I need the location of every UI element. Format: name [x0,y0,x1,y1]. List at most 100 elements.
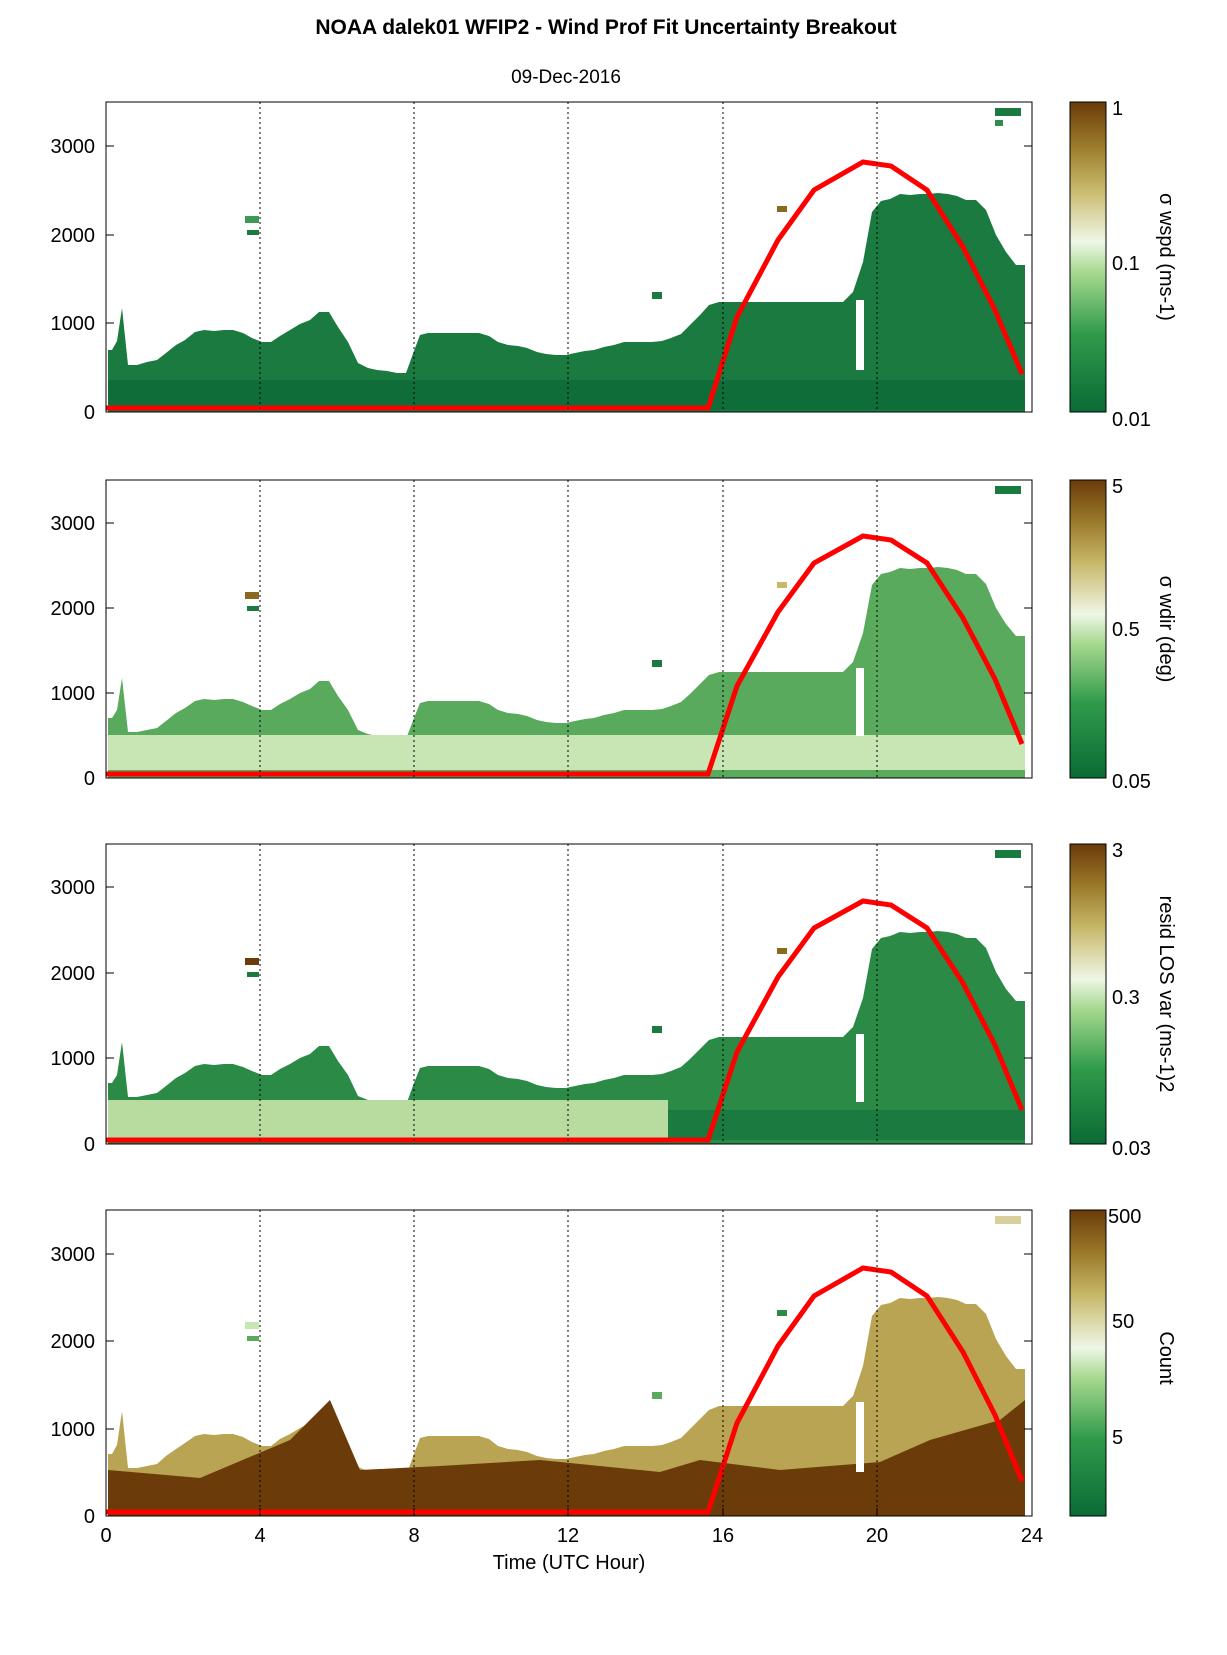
colorbar-tick: 0.1 [1112,253,1140,275]
axes-frame [105,479,1033,779]
speck [777,206,787,212]
speck [652,660,662,667]
x-tick-label: 20 [866,1525,888,1547]
axes-frame [105,1209,1033,1517]
y-tick-label: 3000 [51,513,96,535]
colorbar [1069,843,1107,1145]
gap [856,300,864,370]
chart-title: NOAA dalek01 WFIP2 - Wind Prof Fit Uncer… [315,16,896,39]
chart-subtitle: 09-Dec-2016 [511,67,621,88]
colorbar-label: resid LOS var (ms-1)2 [1155,896,1177,1093]
x-tick-label: 16 [712,1525,734,1547]
heatmap-count [108,1216,1025,1516]
y-ticks [106,1253,1032,1517]
y-ticks [106,145,1032,413]
solar-curve [106,533,1025,777]
y-ticks [106,522,1032,779]
colorbar-tick: 500 [1108,1206,1141,1228]
x-axis-label: Time (UTC Hour) [493,1552,646,1574]
speck [247,972,259,977]
y-tick-label: 0 [84,768,95,790]
y-tick-label: 2000 [51,598,96,620]
speck [247,606,259,611]
y-tick-label: 0 [84,1134,95,1156]
colorbar [1069,479,1107,779]
colorbar-tick: 5 [1112,476,1123,498]
y-tick-label: 3000 [51,877,96,899]
axes-frame [105,101,1033,413]
wind-data-area [108,193,1025,412]
smear [668,1110,1025,1140]
x-ticks [105,1508,1033,1516]
y-tick-label: 0 [84,1506,95,1528]
y-tick-label: 0 [84,402,95,424]
y-ticks [106,886,1032,1145]
smear [108,1100,668,1138]
y-tick-label: 3000 [51,1244,96,1266]
speck [777,1310,787,1316]
smear [108,380,1025,410]
heatmap-wdir [108,486,1025,778]
panel-count: 0 1000 2000 3000 500 50 5 Count 0 4 8 12… [51,1206,1178,1574]
x-tick-label: 12 [557,1525,579,1547]
speck [995,1216,1021,1224]
colorbar [1069,101,1107,413]
panel-resid: 0 1000 2000 3000 3 0.3 0.03 resid LOS va… [51,840,1178,1160]
y-tick-label: 2000 [51,963,96,985]
colorbar-tick: 1 [1112,98,1123,120]
heatmap-wspd [108,108,1025,412]
colorbar-label: σ wdir (deg) [1155,576,1177,683]
colorbar-tick: 0.03 [1112,1138,1151,1160]
wind-data-area [108,931,1025,1144]
grid-lines [259,102,878,412]
smear [108,735,1025,770]
speck [247,1336,259,1341]
y-tick-label: 1000 [51,313,96,335]
solar-curve [106,898,1025,1143]
panel-wspd: 0 1000 2000 3000 1 0.1 0.01 σ wspd (ms-1… [51,98,1178,431]
speck [245,1322,259,1329]
colorbar-tick: 0.5 [1112,619,1140,641]
y-tick-label: 2000 [51,1331,96,1353]
speck [652,1026,662,1033]
y-tick-label: 1000 [51,1419,96,1441]
colorbar-tick: 50 [1112,1311,1134,1333]
colorbar-tick: 5 [1112,1427,1123,1449]
speck [245,216,259,223]
solar-curve [106,1265,1025,1515]
colorbar-label: σ wspd (ms-1) [1155,193,1177,321]
colorbar-label: Count [1155,1331,1177,1385]
x-tick-label: 8 [408,1525,419,1547]
solar-curve [106,159,1025,411]
y-tick-label: 3000 [51,136,96,158]
speck [245,958,259,965]
colorbar [1069,1209,1107,1517]
speck [247,230,259,235]
colorbar-tick: 3 [1112,840,1123,862]
speck [995,486,1021,494]
speck [995,108,1021,116]
gap [856,668,864,736]
speck [995,850,1021,858]
x-tick-label: 4 [254,1525,265,1547]
y-tick-label: 1000 [51,1048,96,1070]
wind-data-area [108,567,1025,778]
grid-lines [259,844,878,1144]
y-tick-label: 1000 [51,683,96,705]
x-tick-label: 0 [100,1525,111,1547]
x-tick-label: 24 [1021,1525,1043,1547]
grid-lines [259,1210,878,1516]
speck [652,292,662,299]
speck [777,582,787,588]
colorbar-tick: 0.01 [1112,409,1151,431]
axes-frame [105,843,1033,1145]
colorbar-tick: 0.3 [1112,987,1140,1009]
speck [652,1392,662,1399]
speck [245,592,259,599]
gap [856,1034,864,1102]
speck [777,948,787,954]
colorbar-tick: 0.05 [1112,771,1151,793]
panel-wdir: 0 1000 2000 3000 5 0.5 0.05 σ wdir (deg) [51,476,1178,793]
speck [995,120,1003,126]
